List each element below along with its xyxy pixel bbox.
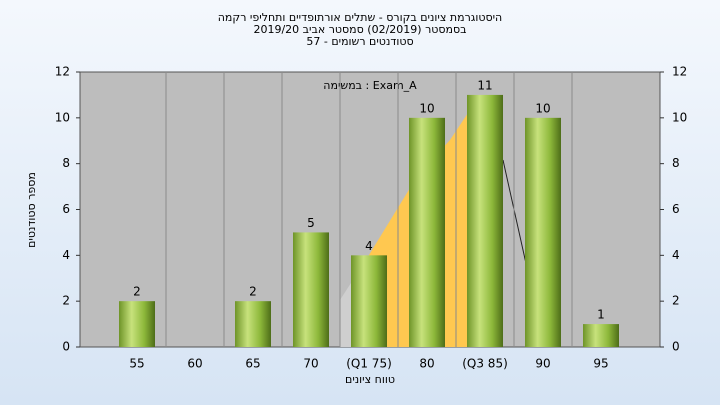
y2-tick-label: 4 <box>672 248 680 262</box>
bar <box>293 232 329 347</box>
y-axis-label: מספר סטודנטים <box>25 172 38 248</box>
value-label: 5 <box>307 216 315 230</box>
bar <box>467 94 503 348</box>
x-tick-label: 95 <box>593 357 608 371</box>
x-tick-label: 60 <box>187 357 202 371</box>
x-tick-label: 65 <box>245 357 260 371</box>
value-label: 2 <box>249 285 257 299</box>
y-tick-label: 0 <box>62 340 70 354</box>
y-tick-label: 6 <box>62 202 70 216</box>
value-label: 10 <box>419 101 434 115</box>
y2-tick-label: 8 <box>672 156 680 170</box>
bar <box>583 324 619 347</box>
bar <box>525 117 561 347</box>
y2-tick-label: 12 <box>672 65 687 79</box>
x-tick-label: 55 <box>129 357 144 371</box>
bar <box>351 255 387 347</box>
y-tick-label: 8 <box>62 156 70 170</box>
y-tick-label: 12 <box>55 65 70 79</box>
y2-tick-label: 0 <box>672 340 680 354</box>
x-tick-label: 70 <box>303 357 318 371</box>
annotation: במשימה : Exam_A <box>323 79 417 92</box>
chart-subtitle: בסמסטר (02/2019) סמסטר אביב 2019/20 <box>253 23 466 36</box>
y2-tick-label: 2 <box>672 294 680 308</box>
x-tick-label: (Q3 85) <box>462 357 508 371</box>
value-label: 4 <box>365 239 373 253</box>
bar <box>409 117 445 347</box>
bar <box>119 301 155 347</box>
x-tick-label: 80 <box>419 357 434 371</box>
trend-line <box>502 159 528 269</box>
value-label: 2 <box>133 285 141 299</box>
value-label: 10 <box>535 101 550 115</box>
chart-subtitle: סטודנטים רשומים - 57 <box>306 35 413 48</box>
bar <box>235 301 271 347</box>
x-axis-label: טווח ציונים <box>345 373 395 386</box>
value-label: 11 <box>477 78 492 92</box>
y2-tick-label: 10 <box>672 110 687 124</box>
x-tick-label: (Q1 75) <box>346 357 392 371</box>
y-tick-label: 10 <box>55 110 70 124</box>
value-label: 1 <box>597 308 605 322</box>
x-tick-label: 90 <box>535 357 550 371</box>
y-tick-label: 2 <box>62 294 70 308</box>
y2-tick-label: 6 <box>672 202 680 216</box>
chart-title: היסטוגרמת ציונים בקורס - שתלים אורתופדיי… <box>218 11 503 24</box>
y-tick-label: 4 <box>62 248 70 262</box>
